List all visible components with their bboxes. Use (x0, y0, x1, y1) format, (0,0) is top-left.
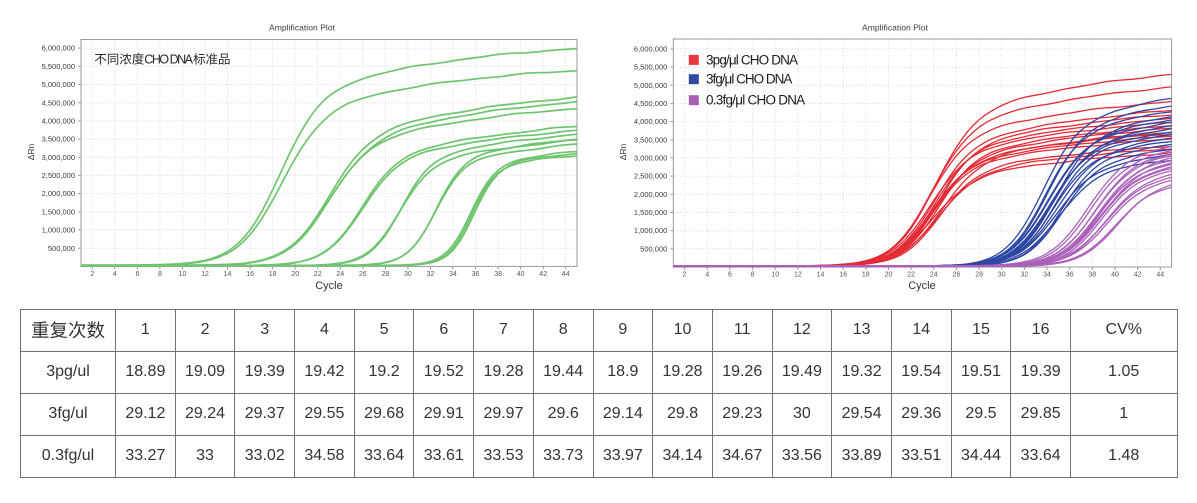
svg-text:44: 44 (1156, 272, 1164, 279)
svg-text:30: 30 (404, 271, 412, 278)
svg-text:8: 8 (158, 271, 162, 278)
svg-text:6,000,000: 6,000,000 (634, 45, 667, 54)
svg-text:2,500,000: 2,500,000 (42, 171, 75, 180)
svg-text:30: 30 (998, 272, 1006, 279)
svg-text:4,500,000: 4,500,000 (42, 98, 75, 107)
svg-text:6: 6 (728, 272, 732, 279)
svg-text:500,000: 500,000 (48, 244, 75, 253)
svg-text:4: 4 (705, 272, 709, 279)
svg-text:Amplification Plot: Amplification Plot (862, 23, 929, 33)
svg-text:0.3fg/μl CHO DNA: 0.3fg/μl CHO DNA (706, 93, 805, 108)
svg-text:3,000,000: 3,000,000 (42, 153, 75, 162)
svg-text:16: 16 (246, 271, 254, 278)
svg-text:1,500,000: 1,500,000 (42, 207, 75, 216)
svg-text:26: 26 (953, 272, 961, 279)
svg-text:32: 32 (1021, 272, 1029, 279)
svg-text:Cycle: Cycle (908, 280, 936, 292)
svg-text:44: 44 (562, 271, 570, 278)
svg-text:42: 42 (539, 271, 547, 278)
svg-text:32: 32 (427, 271, 435, 278)
svg-text:26: 26 (359, 271, 367, 278)
svg-text:3,500,000: 3,500,000 (634, 135, 667, 144)
svg-text:18: 18 (269, 271, 277, 278)
svg-text:CHO DNA: CHO DNA (144, 53, 193, 67)
svg-text:22: 22 (907, 272, 915, 279)
svg-text:36: 36 (1066, 272, 1074, 279)
svg-text:38: 38 (1088, 272, 1096, 279)
svg-text:3,500,000: 3,500,000 (42, 135, 75, 144)
svg-text:6: 6 (135, 271, 139, 278)
svg-text:3,000,000: 3,000,000 (634, 154, 667, 163)
svg-text:4,000,000: 4,000,000 (42, 117, 75, 126)
svg-text:3pg/μl CHO DNA: 3pg/μl CHO DNA (706, 52, 798, 67)
svg-text:34: 34 (1043, 272, 1051, 279)
svg-text:1,000,000: 1,000,000 (42, 226, 75, 235)
svg-text:12: 12 (201, 271, 209, 278)
svg-text:8: 8 (751, 272, 755, 279)
svg-text:2,000,000: 2,000,000 (634, 190, 667, 199)
svg-text:40: 40 (517, 271, 525, 278)
svg-text:16: 16 (839, 272, 847, 279)
svg-text:Cycle: Cycle (315, 280, 343, 292)
svg-text:500,000: 500,000 (640, 244, 667, 253)
svg-text:6,000,000: 6,000,000 (42, 44, 75, 53)
svg-text:5,500,000: 5,500,000 (42, 62, 75, 71)
svg-text:5,500,000: 5,500,000 (634, 63, 667, 72)
svg-text:1,500,000: 1,500,000 (634, 208, 667, 217)
svg-text:42: 42 (1134, 272, 1142, 279)
svg-text:14: 14 (224, 271, 232, 278)
svg-text:5,000,000: 5,000,000 (634, 81, 667, 90)
svg-text:20: 20 (291, 271, 299, 278)
svg-text:Amplification Plot: Amplification Plot (269, 23, 336, 33)
svg-text:2,500,000: 2,500,000 (634, 172, 667, 181)
svg-text:24: 24 (930, 272, 938, 279)
svg-text:4,500,000: 4,500,000 (634, 99, 667, 108)
svg-text:10: 10 (179, 271, 187, 278)
svg-text:5,000,000: 5,000,000 (42, 80, 75, 89)
svg-text:40: 40 (1111, 272, 1119, 279)
svg-text:28: 28 (382, 271, 390, 278)
svg-text:4: 4 (113, 271, 117, 278)
svg-text:28: 28 (975, 272, 983, 279)
svg-text:ΔRn: ΔRn (618, 143, 628, 160)
svg-text:2: 2 (90, 271, 94, 278)
svg-text:38: 38 (494, 271, 502, 278)
svg-text:2,000,000: 2,000,000 (42, 189, 75, 198)
svg-text:2: 2 (683, 272, 687, 279)
svg-text:36: 36 (472, 271, 480, 278)
svg-text:1,000,000: 1,000,000 (634, 226, 667, 235)
svg-text:3fg/μl CHO DNA: 3fg/μl CHO DNA (706, 72, 792, 87)
svg-text:4,000,000: 4,000,000 (634, 117, 667, 126)
svg-text:14: 14 (817, 272, 825, 279)
svg-text:18: 18 (862, 272, 870, 279)
svg-text:34: 34 (449, 271, 457, 278)
svg-text:24: 24 (336, 271, 344, 278)
svg-text:20: 20 (885, 272, 893, 279)
svg-text:22: 22 (314, 271, 322, 278)
svg-text:10: 10 (771, 272, 779, 279)
svg-text:ΔRn: ΔRn (26, 143, 36, 160)
svg-text:12: 12 (794, 272, 802, 279)
